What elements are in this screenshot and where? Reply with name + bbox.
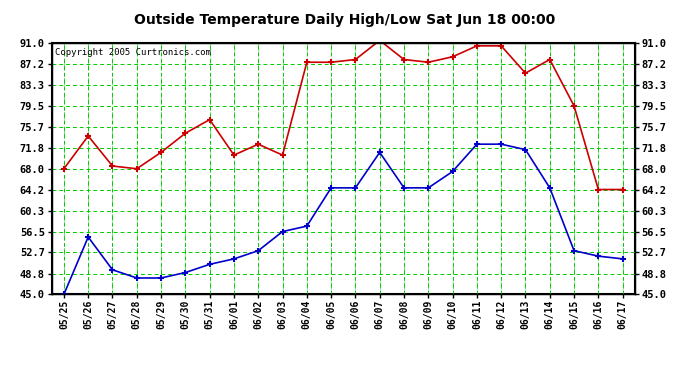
Text: Outside Temperature Daily High/Low Sat Jun 18 00:00: Outside Temperature Daily High/Low Sat J… — [135, 13, 555, 27]
Text: Copyright 2005 Curtronics.com: Copyright 2005 Curtronics.com — [55, 48, 210, 57]
